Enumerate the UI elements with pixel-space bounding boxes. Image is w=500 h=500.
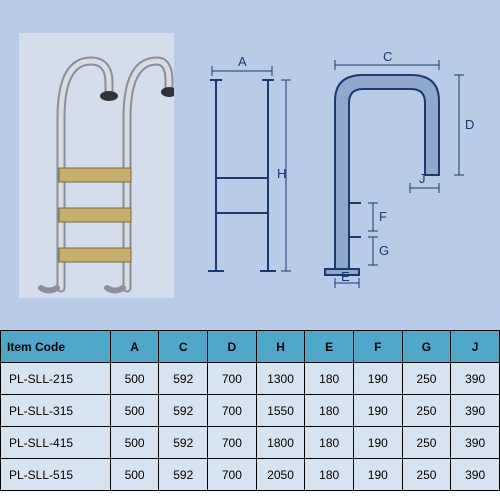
- col-header: F: [353, 331, 402, 363]
- table-cell: 700: [208, 395, 257, 427]
- table-cell: 190: [353, 395, 402, 427]
- table-cell: 180: [305, 395, 354, 427]
- dim-C: C: [383, 49, 392, 64]
- table-row: PL-SLL-5155005927002050180190250390: [1, 459, 500, 491]
- table-cell: 190: [353, 459, 402, 491]
- dim-D: D: [465, 117, 474, 132]
- dim-E: E: [341, 269, 350, 284]
- table-row: PL-SLL-2155005927001300180190250390: [1, 363, 500, 395]
- dim-J: J: [419, 171, 426, 186]
- table-cell: 592: [159, 395, 208, 427]
- diagram-area: A H C: [0, 0, 500, 330]
- table-row: PL-SLL-4155005927001800180190250390: [1, 427, 500, 459]
- table-cell: 390: [451, 459, 500, 491]
- col-header: G: [402, 331, 451, 363]
- table-cell: 180: [305, 427, 354, 459]
- table-cell: 190: [353, 363, 402, 395]
- table-row: PL-SLL-3155005927001550180190250390: [1, 395, 500, 427]
- table-cell: 1300: [256, 363, 305, 395]
- table-cell: 2050: [256, 459, 305, 491]
- table-cell: PL-SLL-515: [1, 459, 111, 491]
- table-cell: 390: [451, 363, 500, 395]
- dim-H: H: [277, 166, 286, 181]
- table-cell: 592: [159, 363, 208, 395]
- col-header: H: [256, 331, 305, 363]
- table-cell: PL-SLL-315: [1, 395, 111, 427]
- table-cell: 592: [159, 459, 208, 491]
- dim-F: F: [379, 209, 387, 224]
- table-cell: 700: [208, 363, 257, 395]
- table-cell: 250: [402, 427, 451, 459]
- table-cell: 190: [353, 427, 402, 459]
- ladder-photo: [19, 33, 174, 298]
- table-cell: 390: [451, 427, 500, 459]
- table-cell: 700: [208, 459, 257, 491]
- table-cell: 1800: [256, 427, 305, 459]
- col-header: D: [208, 331, 257, 363]
- table-cell: 250: [402, 459, 451, 491]
- table-cell: 500: [110, 363, 159, 395]
- col-header: C: [159, 331, 208, 363]
- table-cell: 250: [402, 395, 451, 427]
- col-header: E: [305, 331, 354, 363]
- table-cell: 500: [110, 395, 159, 427]
- table-cell: PL-SLL-215: [1, 363, 111, 395]
- dim-A: A: [238, 54, 247, 69]
- table-cell: 1550: [256, 395, 305, 427]
- schematic-front: A H: [192, 43, 292, 288]
- schematic-side: C D J F G: [311, 43, 481, 288]
- table-cell: 592: [159, 427, 208, 459]
- col-header: A: [110, 331, 159, 363]
- table-cell: 390: [451, 395, 500, 427]
- col-header: J: [451, 331, 500, 363]
- dim-G: G: [379, 243, 389, 258]
- table-cell: 180: [305, 459, 354, 491]
- col-header: Item Code: [1, 331, 111, 363]
- table-cell: PL-SLL-415: [1, 427, 111, 459]
- table-cell: 180: [305, 363, 354, 395]
- table-cell: 250: [402, 363, 451, 395]
- spec-table: Item CodeACDHEFGJ PL-SLL-215500592700130…: [0, 330, 500, 491]
- table-cell: 500: [110, 459, 159, 491]
- table-cell: 500: [110, 427, 159, 459]
- table-cell: 700: [208, 427, 257, 459]
- table-header-row: Item CodeACDHEFGJ: [1, 331, 500, 363]
